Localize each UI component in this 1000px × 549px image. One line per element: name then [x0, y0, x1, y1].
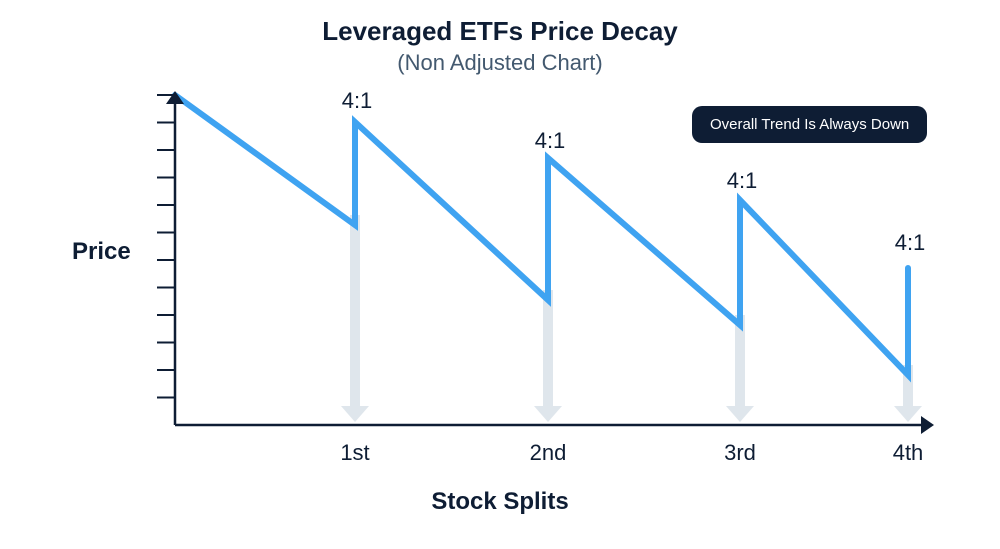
trend-badge: Overall Trend Is Always Down [692, 106, 927, 143]
split-ratio-label: 4:1 [727, 168, 758, 194]
split-ratio-label: 4:1 [535, 128, 566, 154]
xtick-label: 3rd [724, 440, 756, 466]
xtick-label: 1st [340, 440, 369, 466]
xtick-label: 2nd [530, 440, 567, 466]
x-axis-label: Stock Splits [0, 488, 1000, 516]
split-ratio-label: 4:1 [895, 230, 926, 256]
split-ratio-label: 4:1 [342, 88, 373, 114]
price-decay-chart [0, 0, 1000, 549]
xtick-label: 4th [893, 440, 924, 466]
